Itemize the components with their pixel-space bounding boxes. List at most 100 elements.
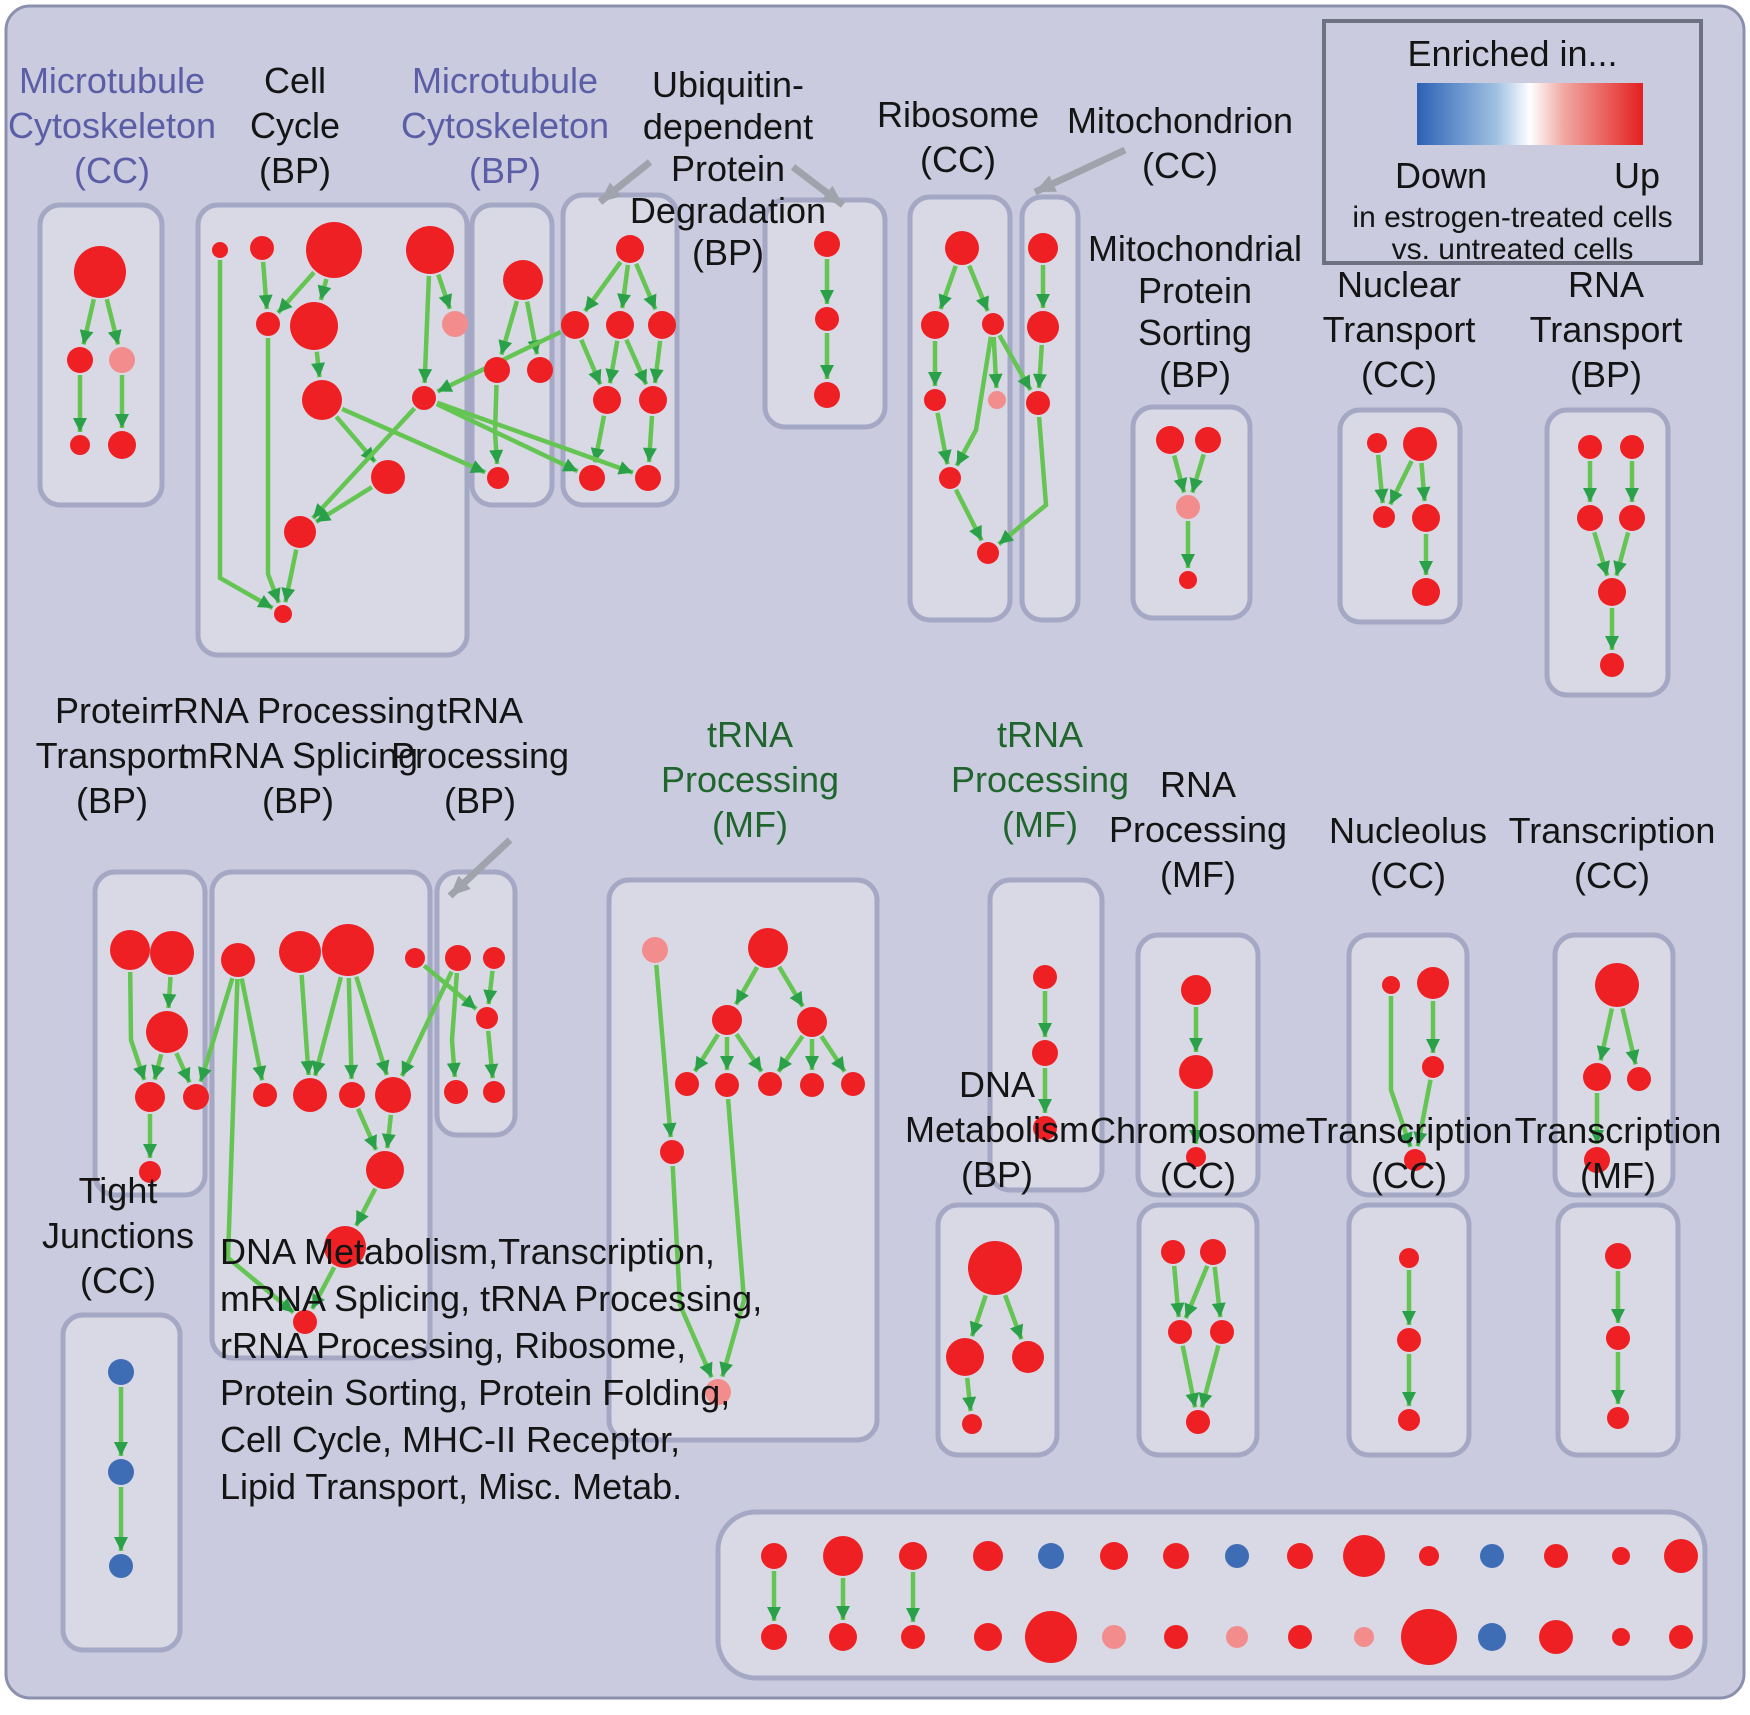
rrna-processing-mrna-splicing-bp-edge-4 xyxy=(354,976,390,1076)
trna-processing-mf-narrow-node-2 xyxy=(1033,1116,1057,1140)
protein-transport-bp-edge-1 xyxy=(162,976,177,1009)
mitochondrion-cc-node-2 xyxy=(1026,391,1050,415)
cross-edge-3 xyxy=(436,400,634,475)
rrna-processing-mrna-splicing-bp-edge-0 xyxy=(239,978,267,1081)
protein-transport-bp-node-1 xyxy=(150,931,194,975)
ribosome-cc-edge-5 xyxy=(953,488,984,542)
ribosome-cc-edge-6 xyxy=(954,336,994,467)
rrna-processing-mrna-splicing-bp-edge-2 xyxy=(311,976,344,1077)
mitochondrial-protein-sorting-bp-node-1 xyxy=(1195,427,1221,453)
microtubule-cytoskeleton-cc-node-2 xyxy=(109,347,135,373)
chromosome-cc-node-4 xyxy=(1186,1410,1210,1434)
trna-processing-mf-wide-box xyxy=(606,877,880,1443)
trna-processing-mf-wide-edge-7 xyxy=(819,1034,847,1073)
nuclear-transport-cc-node-0 xyxy=(1367,433,1387,453)
nucleolus-cc-edge-2 xyxy=(1388,996,1413,1148)
cell-cycle-bp-edge-10 xyxy=(217,260,274,610)
misc-node-top-3 xyxy=(973,1541,1003,1571)
transcription-cc-mid-node-3 xyxy=(1584,1147,1610,1173)
rna-transport-bp-box xyxy=(1544,407,1671,698)
misc-node-bottom-1 xyxy=(829,1623,857,1651)
dna-metabolism-bp-node-1 xyxy=(946,1338,984,1376)
misc-node-bottom-8 xyxy=(1288,1625,1312,1649)
ribosome-cc-node-6 xyxy=(977,542,999,564)
protein-transport-bp-edge-0 xyxy=(127,971,147,1081)
misc-node-top-13 xyxy=(1612,1547,1630,1565)
rrna-processing-mrna-splicing-bp-node-5 xyxy=(293,1078,327,1112)
trna-processing-mf-wide-node-4 xyxy=(675,1072,699,1096)
rrna-processing-mrna-splicing-bp-node-4 xyxy=(253,1083,277,1107)
chromosome-cc-edge-4 xyxy=(1198,1344,1221,1409)
chromosome-cc-edge-3 xyxy=(1180,1345,1200,1408)
misc-node-top-14 xyxy=(1664,1539,1698,1573)
transcription-cc-mid-box xyxy=(1552,932,1676,1198)
cell-cycle-bp-edge-9 xyxy=(281,549,299,603)
misc-node-bottom-7 xyxy=(1226,1626,1248,1648)
trna-processing-mf-wide-edge-0 xyxy=(733,965,760,1006)
misc-node-bottom-13 xyxy=(1612,1628,1630,1646)
ribosome-cc-edge-1 xyxy=(967,264,990,312)
cell-cycle-bp-edge-3 xyxy=(436,273,453,310)
misc-node-top-8 xyxy=(1287,1543,1313,1569)
ubiquitin-degradation-a-edge-0 xyxy=(583,260,623,313)
transcription-cc-small-node-0 xyxy=(1399,1248,1419,1268)
trna-processing-mf-wide-node-8 xyxy=(841,1072,865,1096)
label-pointer-arrow-0 xyxy=(597,159,653,205)
misc-node-bottom-0 xyxy=(761,1624,787,1650)
cell-cycle-bp-node-4 xyxy=(256,312,280,336)
rna-processing-mf-node-0 xyxy=(1181,975,1211,1005)
ubiquitin-degradation-a-edge-3 xyxy=(579,338,603,386)
tight-junctions-cc-node-2 xyxy=(109,1554,133,1578)
ribosome-cc-node-0 xyxy=(945,231,979,265)
mitochondrion-cc-edge-1 xyxy=(1032,344,1047,389)
transcription-cc-mid-edge-0 xyxy=(1596,1008,1615,1061)
trna-processing-mf-narrow-node-1 xyxy=(1032,1040,1058,1066)
rrna-processing-mrna-splicing-bp-node-3 xyxy=(405,948,425,968)
dna-metabolism-bp-edge-2 xyxy=(962,1377,977,1412)
cross-edge-7 xyxy=(422,963,478,1011)
rrna-processing-mrna-splicing-bp-node-6 xyxy=(339,1082,365,1108)
rrna-processing-mrna-splicing-bp-node-9 xyxy=(324,1226,366,1268)
misc-node-bottom-4 xyxy=(1025,1611,1077,1663)
cell-cycle-bp-edge-2 xyxy=(317,278,332,301)
mitochondrial-protein-sorting-bp-edge-0 xyxy=(1172,454,1188,494)
microtubule-cytoskeleton-cc-box xyxy=(37,202,165,508)
ubiquitin-degradation-a-edge-5 xyxy=(624,338,649,386)
dna-metabolism-bp-edge-0 xyxy=(969,1294,988,1337)
microtubule-cytoskeleton-cc-edge-0 xyxy=(79,298,96,345)
chromosome-cc-box xyxy=(1136,1202,1260,1458)
rrna-processing-mrna-splicing-bp-box xyxy=(209,869,433,1361)
cell-cycle-bp-edge-1 xyxy=(276,270,316,315)
rna-transport-bp-node-0 xyxy=(1578,435,1602,459)
transcription-cc-mid-edge-1 xyxy=(1620,1007,1640,1065)
microtubule-cytoskeleton-bp-node-1 xyxy=(484,357,510,383)
ubiquitin-degradation-a-edge-6 xyxy=(649,340,664,384)
trna-processing-mf-wide-edge-2 xyxy=(692,1033,720,1073)
dna-metabolism-bp-edge-1 xyxy=(1002,1294,1024,1340)
trna-processing-mf-wide-edge-10 xyxy=(719,1098,747,1378)
tight-junctions-cc-node-1 xyxy=(108,1459,134,1485)
transcription-mf-node-2 xyxy=(1607,1407,1629,1429)
microtubule-cytoskeleton-cc-node-3 xyxy=(70,435,90,455)
nuclear-transport-cc-node-3 xyxy=(1412,504,1440,532)
misc-node-top-4 xyxy=(1038,1543,1064,1569)
cross-edge-4 xyxy=(997,334,1033,392)
transcription-cc-mid-node-1 xyxy=(1583,1063,1611,1091)
nucleolus-cc-node-0 xyxy=(1382,976,1400,994)
transcription-mf-node-0 xyxy=(1605,1243,1631,1269)
ubiquitin-degradation-a-node-2 xyxy=(606,311,634,339)
rrna-processing-mrna-splicing-bp-edge-5 xyxy=(381,1114,396,1149)
nucleolus-cc-node-2 xyxy=(1422,1056,1444,1078)
protein-transport-bp-node-4 xyxy=(183,1084,209,1110)
ubiquitin-degradation-a-node-5 xyxy=(639,386,667,414)
trna-processing-mf-wide-node-6 xyxy=(758,1072,782,1096)
dna-metabolism-bp-node-2 xyxy=(1012,1341,1044,1373)
trna-processing-mf-narrow-node-0 xyxy=(1033,965,1057,989)
rna-transport-bp-node-4 xyxy=(1598,578,1626,606)
chromosome-cc-node-0 xyxy=(1161,1240,1185,1264)
cell-cycle-bp-node-0 xyxy=(212,242,228,258)
ribosome-cc-node-1 xyxy=(921,311,949,339)
legend-up-label: Up xyxy=(1613,155,1661,196)
rrna-processing-mrna-splicing-bp-edge-7 xyxy=(354,1187,378,1227)
